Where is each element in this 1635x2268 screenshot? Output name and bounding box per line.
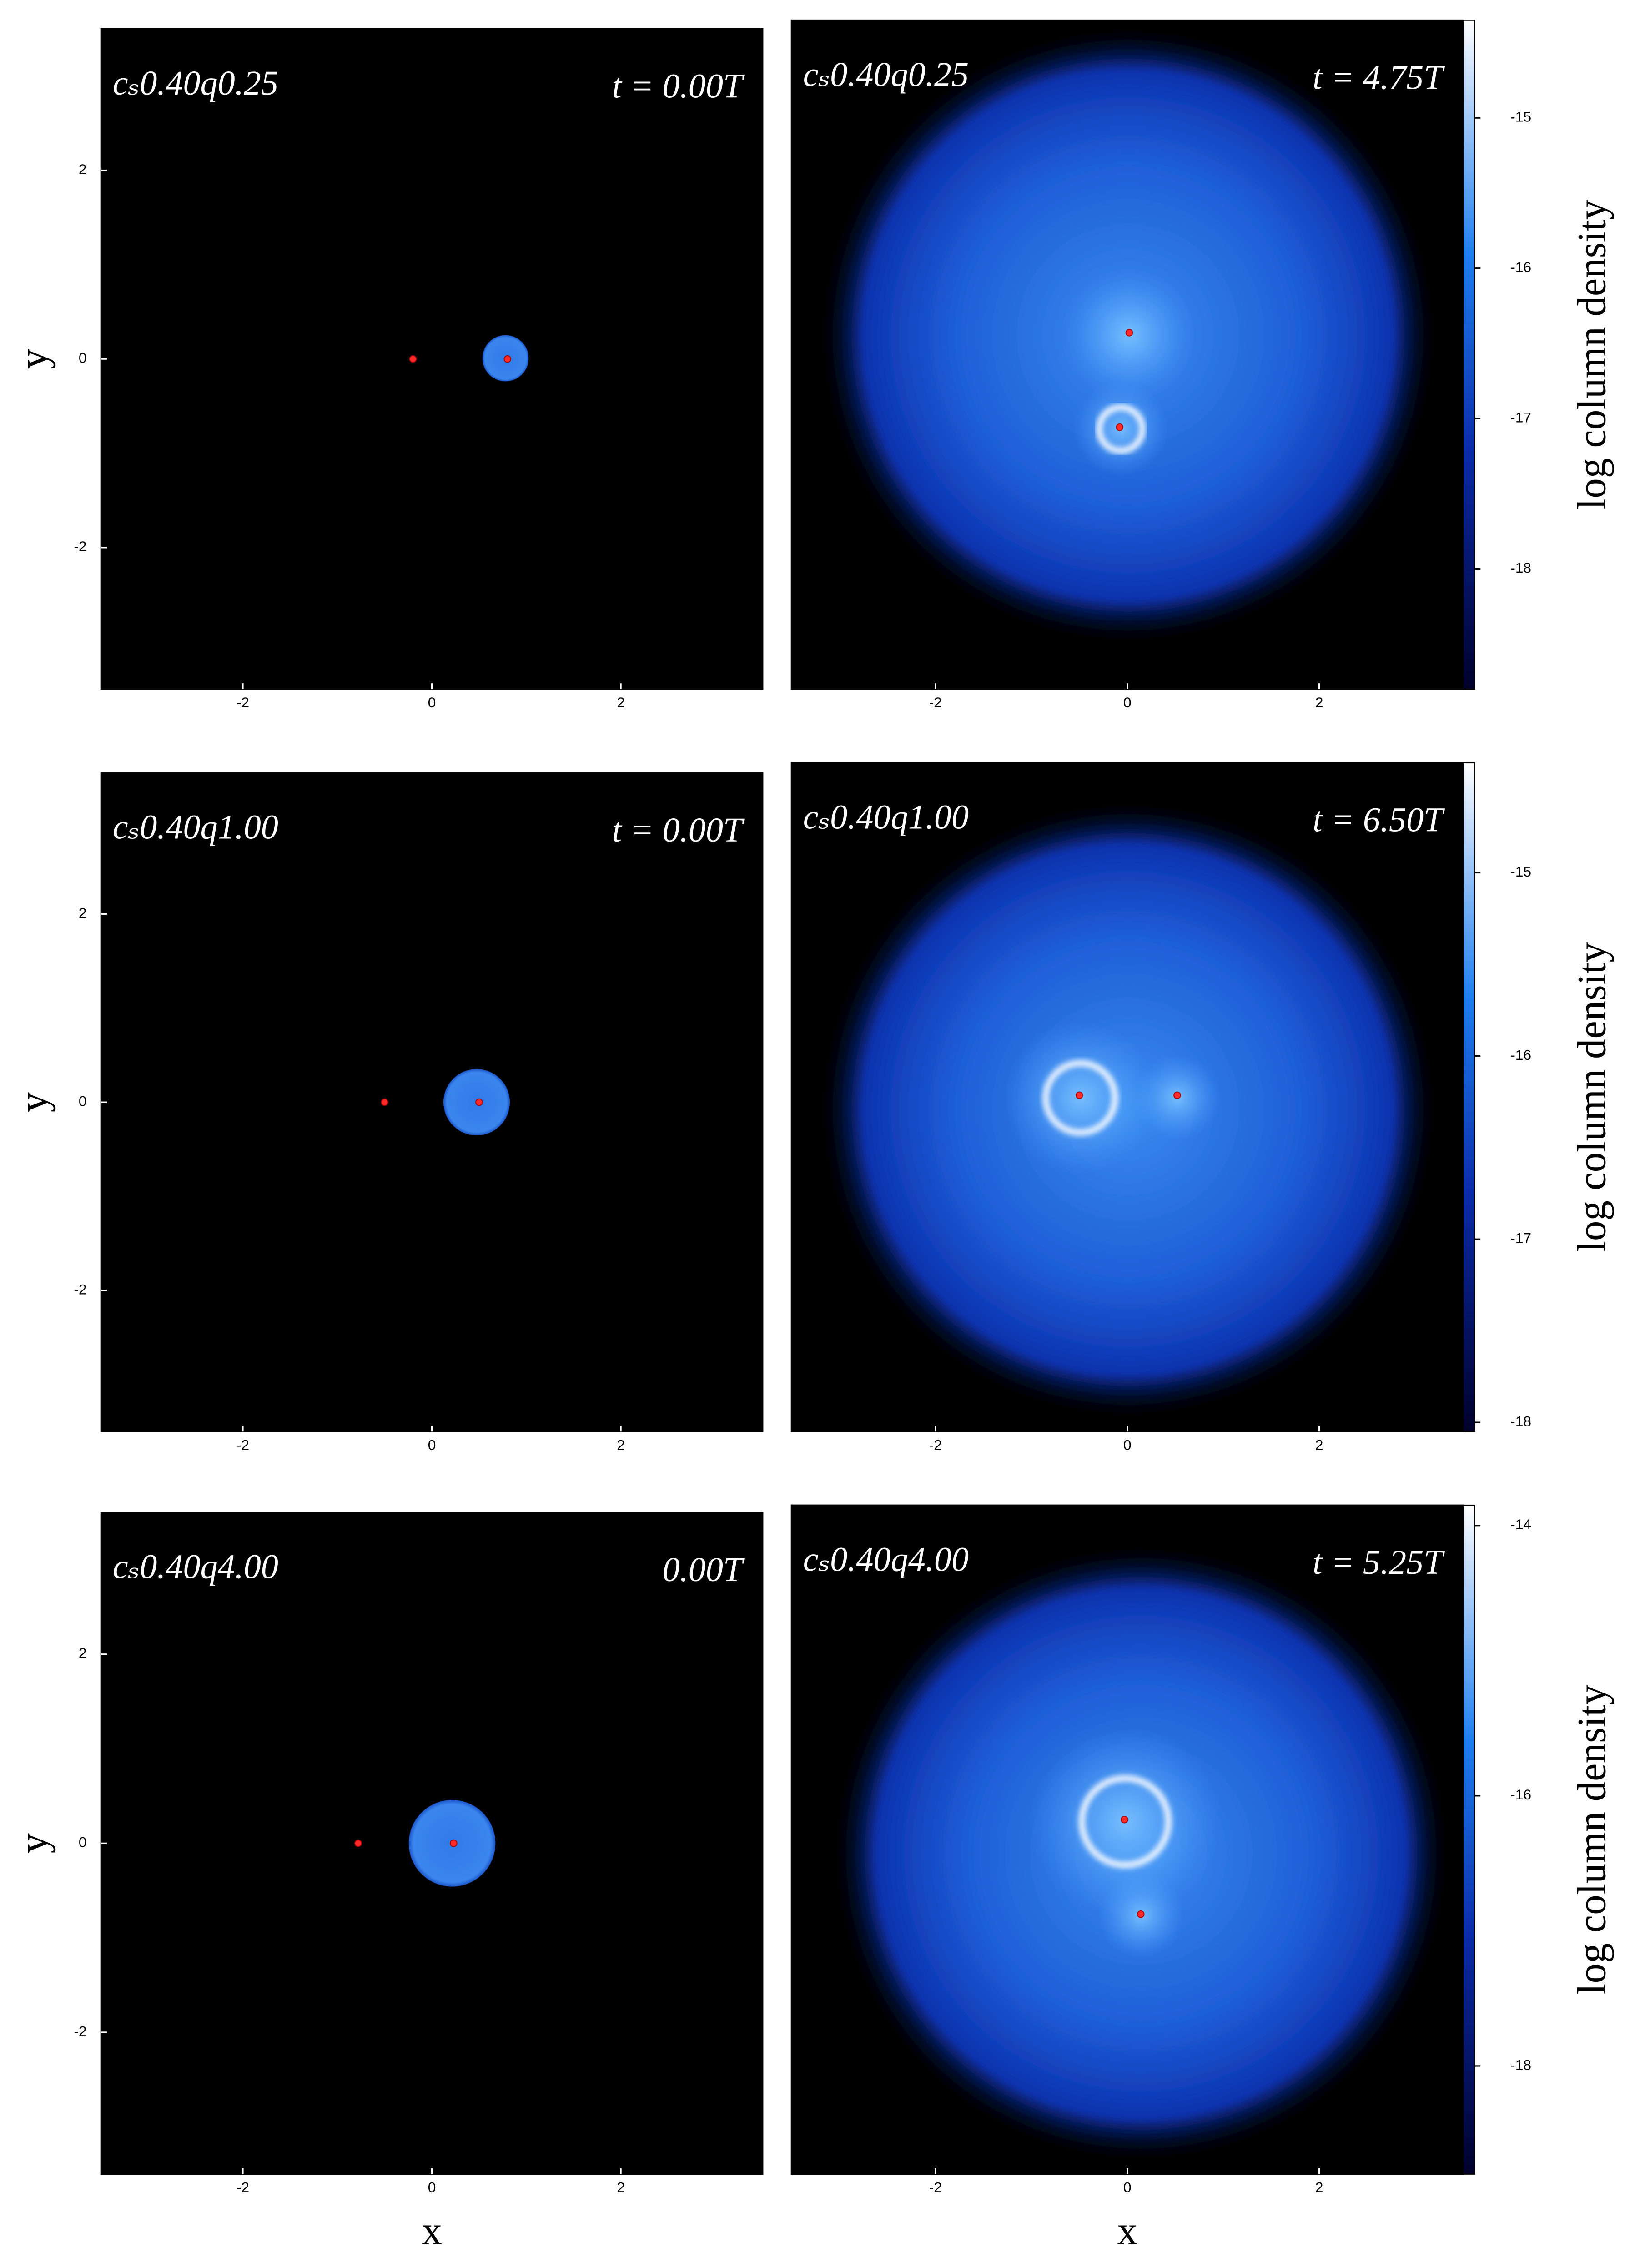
- star: [475, 1098, 483, 1106]
- y-tick-label: 0: [79, 1834, 87, 1850]
- star: [409, 355, 417, 363]
- x-tick-label: 2: [617, 2179, 625, 2196]
- colorbar: [1462, 762, 1475, 1432]
- star: [1116, 423, 1124, 431]
- colorbar-label: log column density: [1570, 1684, 1615, 1995]
- panel-label: cₛ0.40q0.25: [803, 55, 969, 94]
- colorbar-tick-label: -17: [1510, 1230, 1531, 1246]
- panel-label: cₛ0.40q4.00: [113, 1548, 278, 1586]
- x-axis-label: x: [1117, 2208, 1137, 2253]
- x-tick-label: 0: [428, 694, 436, 711]
- star: [1137, 1910, 1145, 1918]
- colorbar-tick-label: -18: [1510, 1413, 1531, 1429]
- x-tick-label: 0: [1123, 2179, 1132, 2196]
- colorbar-tick-label: -15: [1510, 109, 1531, 125]
- panel-label: cₛ0.40q4.00: [803, 1541, 969, 1579]
- y-tick-label: -2: [74, 2023, 86, 2039]
- colorbar-tick-label: -14: [1510, 1516, 1531, 1532]
- y-tick-label: 0: [79, 350, 87, 366]
- x-tick-label: 2: [1315, 694, 1323, 711]
- colorbar: [1462, 20, 1475, 690]
- x-tick-label: 0: [1123, 1436, 1132, 1453]
- colorbar-tick-label: -16: [1510, 1047, 1531, 1063]
- time-label: t = 0.00T: [612, 811, 745, 849]
- x-tick-label: -2: [236, 694, 249, 711]
- time-label: t = 5.25T: [1313, 1543, 1445, 1582]
- panel-label: cₛ0.40q0.25: [113, 64, 278, 102]
- colorbar-tick-label: -16: [1510, 1786, 1531, 1803]
- plot-background: [101, 29, 763, 689]
- x-tick-label: -2: [929, 1436, 942, 1453]
- y-tick-label: 0: [79, 1093, 87, 1109]
- y-tick-label: 2: [79, 1645, 87, 1661]
- colorbar-label: log column density: [1570, 942, 1615, 1252]
- colorbar: [1462, 1504, 1475, 2175]
- panel-label: cₛ0.40q1.00: [113, 808, 278, 847]
- time-label: t = 4.75T: [1313, 58, 1445, 96]
- y-tick-label: -2: [74, 538, 86, 554]
- ring: [1096, 404, 1146, 454]
- x-tick-label: 0: [1123, 694, 1132, 711]
- ring: [1079, 1775, 1172, 1868]
- x-tick-label: -2: [929, 2179, 942, 2196]
- star: [450, 1840, 458, 1847]
- x-tick-label: -2: [929, 694, 942, 711]
- time-label: t = 0.00T: [612, 67, 745, 105]
- time-label: t = 6.50T: [1313, 801, 1445, 839]
- time-label: 0.00T: [663, 1551, 745, 1589]
- colorbar-tick-label: -18: [1510, 559, 1531, 576]
- star: [503, 355, 512, 363]
- panel-label: cₛ0.40q1.00: [803, 798, 969, 836]
- x-tick-label: 2: [617, 1436, 625, 1453]
- y-axis-label: y: [11, 1092, 56, 1112]
- x-tick-label: -2: [236, 1436, 249, 1453]
- y-axis-label: y: [11, 1833, 56, 1854]
- star: [1075, 1091, 1083, 1099]
- colorbar-tick-label: -15: [1510, 863, 1531, 880]
- y-axis-label: y: [11, 348, 56, 369]
- colorbar-label: log column density: [1570, 199, 1615, 509]
- ring: [1042, 1060, 1118, 1136]
- star: [381, 1098, 388, 1106]
- x-tick-label: 2: [1315, 1436, 1323, 1453]
- colorbar-tick-label: -16: [1510, 259, 1531, 275]
- x-tick-label: 0: [428, 1436, 436, 1453]
- x-tick-label: -2: [236, 2179, 249, 2196]
- plot-background: [101, 773, 763, 1432]
- x-tick-label: 2: [1315, 2179, 1323, 2196]
- y-tick-label: 2: [79, 161, 87, 177]
- star: [1173, 1091, 1181, 1099]
- x-axis-label: x: [422, 2208, 442, 2253]
- colorbar-tick-label: -18: [1510, 2056, 1531, 2073]
- colorbar-tick-label: -17: [1510, 409, 1531, 425]
- y-tick-label: -2: [74, 1281, 86, 1297]
- y-tick-label: 2: [79, 905, 87, 921]
- x-tick-label: 0: [428, 2179, 436, 2196]
- star: [354, 1840, 362, 1847]
- star: [1121, 1816, 1128, 1824]
- star: [1125, 329, 1133, 337]
- x-tick-label: 2: [617, 694, 625, 711]
